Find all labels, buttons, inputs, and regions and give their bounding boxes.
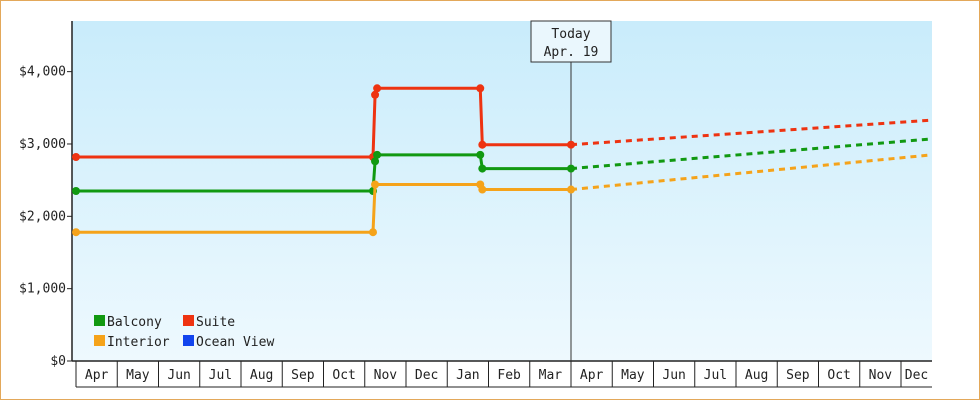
month-label: Oct	[827, 368, 850, 383]
month-label: Jan	[456, 368, 479, 383]
data-point	[371, 90, 380, 99]
y-tick-label: $1,000	[19, 282, 66, 297]
month-label: Jul	[704, 368, 727, 383]
data-point	[478, 185, 487, 194]
series-projection	[570, 137, 933, 171]
legend-label-interior: Interior	[107, 335, 170, 350]
data-point	[373, 84, 382, 93]
month-label: Sep	[786, 368, 810, 383]
series-suite	[72, 84, 933, 161]
month-label: Apr	[85, 368, 109, 383]
legend-swatch-suite	[183, 315, 194, 326]
y-tick-label: $3,000	[19, 137, 66, 152]
month-label: Jun	[167, 368, 190, 383]
month-label: Aug	[745, 368, 768, 383]
data-point	[476, 150, 485, 159]
legend: Balcony Suite Interior Ocean View	[94, 315, 274, 350]
series-balcony	[72, 137, 933, 195]
legend-swatch-balcony	[94, 315, 105, 326]
month-label: Nov	[869, 368, 893, 383]
month-label: Jul	[209, 368, 232, 383]
legend-swatch-ocean-view	[183, 335, 194, 346]
x-axis: Apr May Jun Jul Aug Sep Oct Nov Dec Jan Feb Mar Apr M…	[72, 360, 932, 388]
data-point	[371, 180, 380, 189]
legend-label-suite: Suite	[196, 315, 235, 330]
legend-label-balcony: Balcony	[107, 315, 162, 330]
month-label: Dec	[415, 368, 438, 383]
month-label: Nov	[374, 368, 398, 383]
today-callout-label: Today	[551, 27, 590, 42]
month-label: Aug	[250, 368, 273, 383]
series-interior	[72, 153, 933, 237]
data-point	[478, 140, 487, 149]
data-point	[373, 150, 382, 159]
month-label: Feb	[497, 368, 521, 383]
data-point	[567, 140, 575, 149]
data-point	[567, 185, 575, 194]
today-callout-date: Apr. 19	[544, 45, 599, 60]
y-tick-label: $0	[50, 354, 66, 369]
y-tick-label: $2,000	[19, 209, 66, 224]
series	[72, 84, 933, 237]
y-axis: $0 $1,000 $2,000 $3,000 $4,000	[19, 21, 73, 369]
series-projection	[570, 153, 933, 192]
month-label: Jun	[662, 368, 685, 383]
data-point	[478, 164, 487, 173]
legend-swatch-interior	[94, 335, 105, 346]
series-projection	[570, 118, 933, 147]
data-point	[371, 157, 380, 166]
month-label: Sep	[291, 368, 315, 383]
month-label: Dec	[905, 368, 928, 383]
data-point	[369, 228, 377, 237]
data-point	[72, 187, 80, 195]
today-marker: Today Apr. 19	[530, 20, 612, 361]
month-label: Apr	[580, 368, 604, 383]
month-label: Oct	[332, 368, 355, 383]
y-tick-label: $4,000	[19, 65, 66, 80]
data-point	[72, 228, 80, 237]
today-callout-box	[530, 20, 612, 63]
month-label: May	[126, 368, 150, 383]
series-line	[76, 182, 571, 234]
data-point	[72, 153, 80, 161]
legend-label-ocean-view: Ocean View	[196, 335, 274, 350]
data-point	[476, 84, 485, 93]
month-label: May	[621, 368, 645, 383]
data-point	[567, 164, 575, 173]
month-label: Mar	[539, 368, 563, 383]
